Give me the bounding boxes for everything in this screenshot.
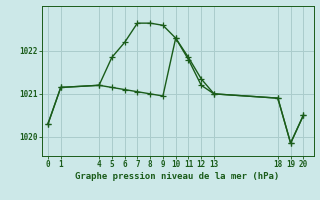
- X-axis label: Graphe pression niveau de la mer (hPa): Graphe pression niveau de la mer (hPa): [76, 172, 280, 181]
